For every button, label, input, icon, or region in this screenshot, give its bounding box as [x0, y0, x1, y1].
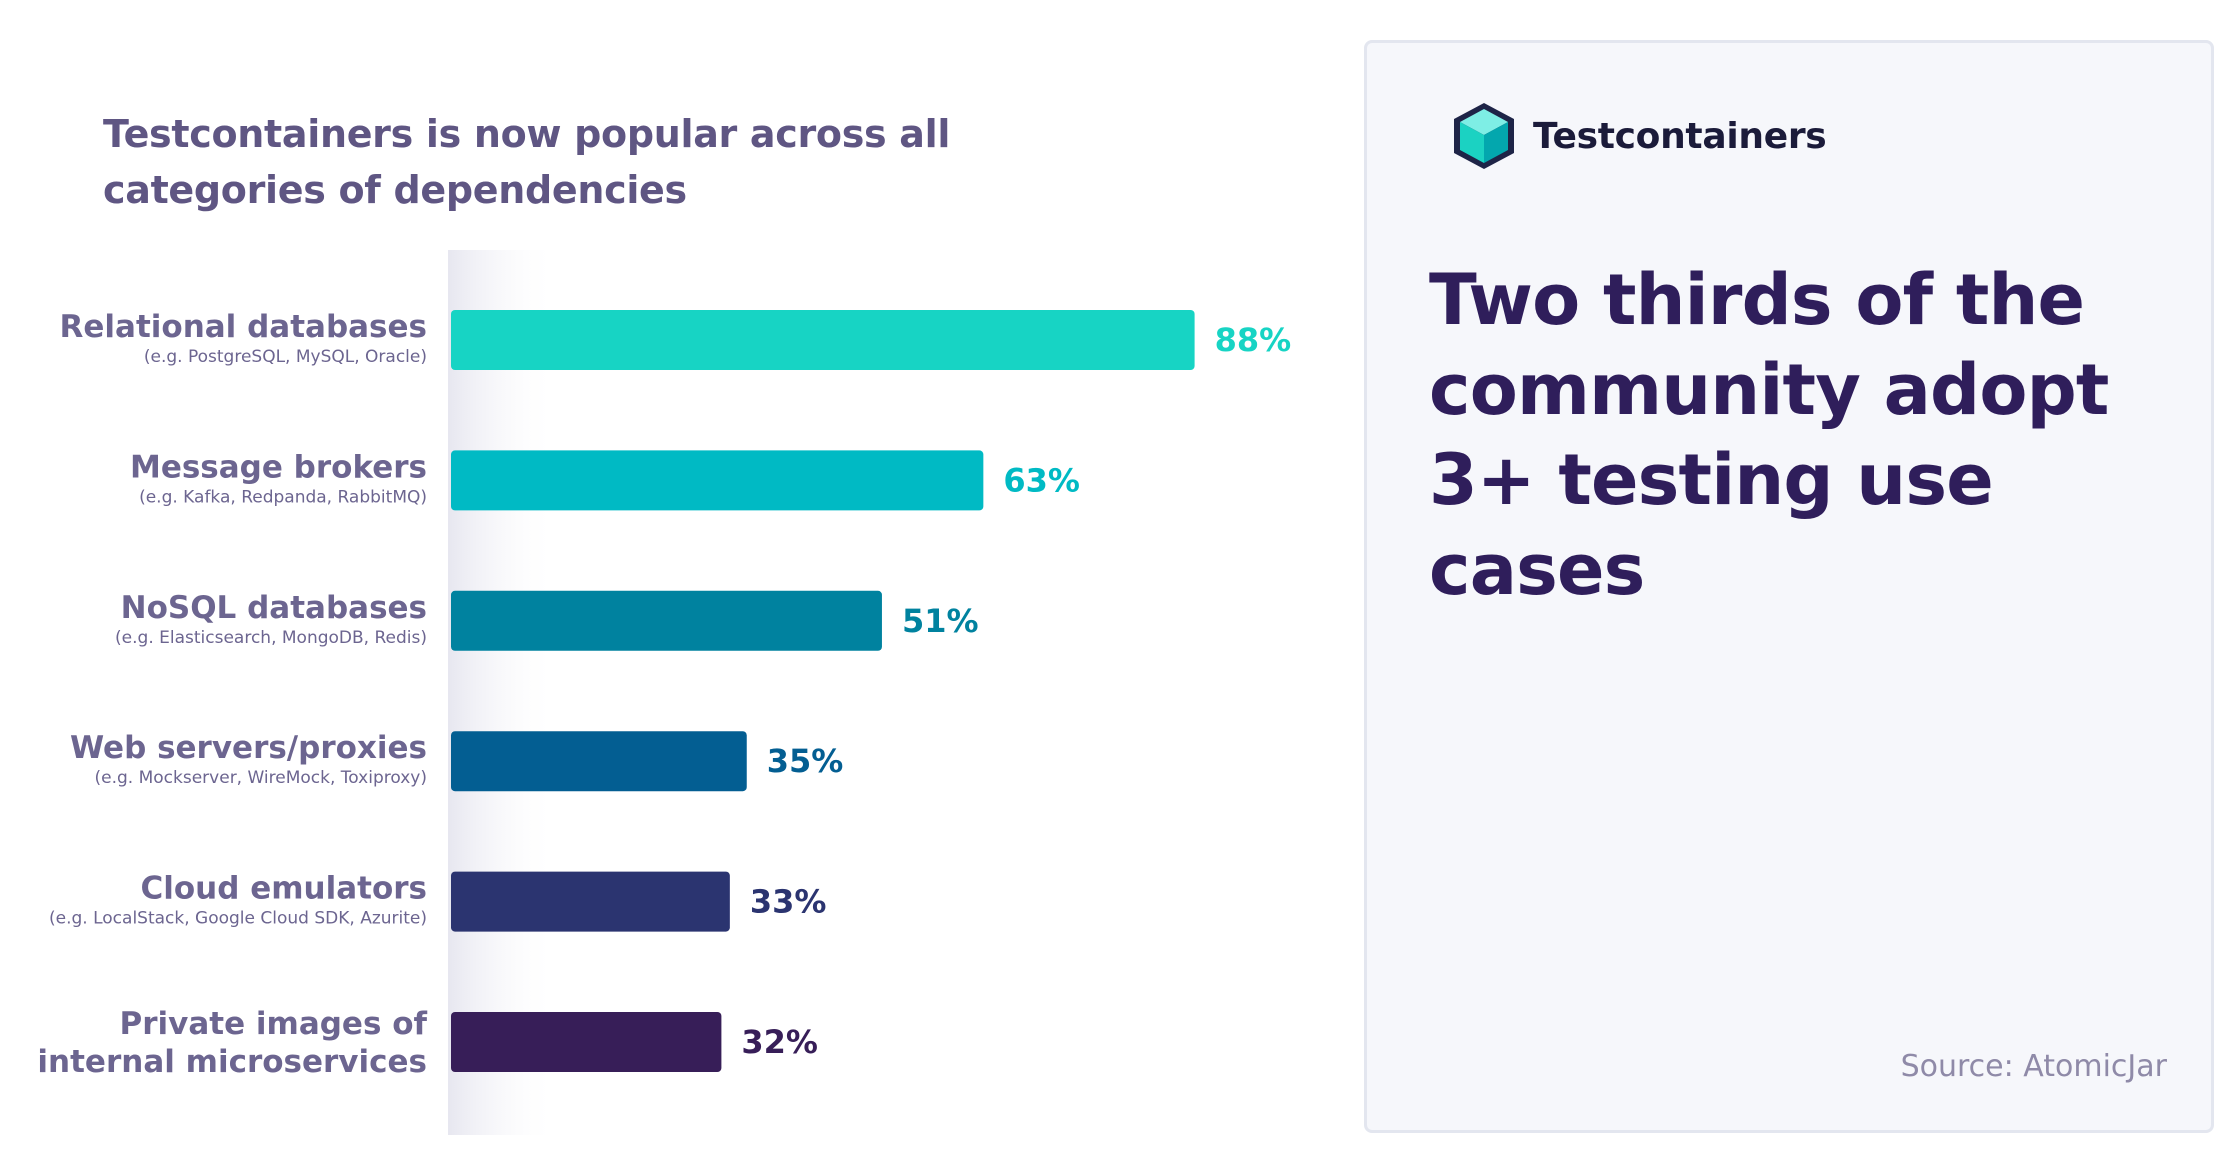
- summary-panel: Testcontainers Two thirds of the communi…: [1364, 40, 2214, 1133]
- category-label-1: Relational databases: [60, 309, 427, 345]
- bar-5: [451, 871, 730, 932]
- value-label-3: 51%: [902, 602, 979, 640]
- bar-1: [451, 310, 1195, 370]
- bar-4: [451, 731, 747, 792]
- category-label-6-line-2: internal microservices: [37, 1044, 427, 1080]
- category-subtitle-1: (e.g. PostgreSQL, MySQL, Oracle): [144, 347, 427, 367]
- category-label-2: Message brokers: [130, 449, 427, 485]
- value-label-5: 33%: [750, 883, 827, 921]
- category-label-6-line-1: Private images of: [120, 1006, 428, 1042]
- bar-chart: 88% Relational databases(e.g. PostgreSQL,…: [37, 250, 1291, 1135]
- bar-3: [451, 590, 882, 651]
- axis-shadow: [448, 250, 558, 1135]
- category-subtitle-3: (e.g. Elasticsearch, MongoDB, Redis): [115, 628, 427, 648]
- value-label-4: 35%: [767, 742, 844, 780]
- category-label-4: Web servers/proxies: [70, 730, 427, 766]
- chart-title: Testcontainers is now popular across all…: [103, 112, 951, 212]
- category-label-3: NoSQL databases: [121, 590, 427, 626]
- headline: Two thirds of the community adopt 3+ tes…: [1429, 259, 2109, 611]
- value-label-1: 88%: [1215, 321, 1292, 359]
- value-label-6: 32%: [741, 1023, 818, 1061]
- category-subtitle-2: (e.g. Kafka, Redpanda, RabbitMQ): [139, 487, 427, 507]
- category-subtitle-5: (e.g. LocalStack, Google Cloud SDK, Azur…: [49, 909, 427, 929]
- bars-layer: 88% Relational databases(e.g. PostgreSQL,…: [37, 309, 1291, 1080]
- bar-2: [451, 450, 984, 511]
- category-label-5: Cloud emulators: [140, 871, 427, 907]
- category-subtitle-4: (e.g. Mockserver, WireMock, Toxiproxy): [95, 768, 427, 788]
- value-label-2: 63%: [1003, 461, 1080, 499]
- brand: Testcontainers: [1451, 98, 1827, 174]
- testcontainers-cube-icon: [1454, 103, 1514, 169]
- bar-6: [451, 1012, 722, 1072]
- brand-name: Testcontainers: [1533, 115, 1827, 157]
- source-note: Source: AtomicJar: [1900, 1049, 2167, 1084]
